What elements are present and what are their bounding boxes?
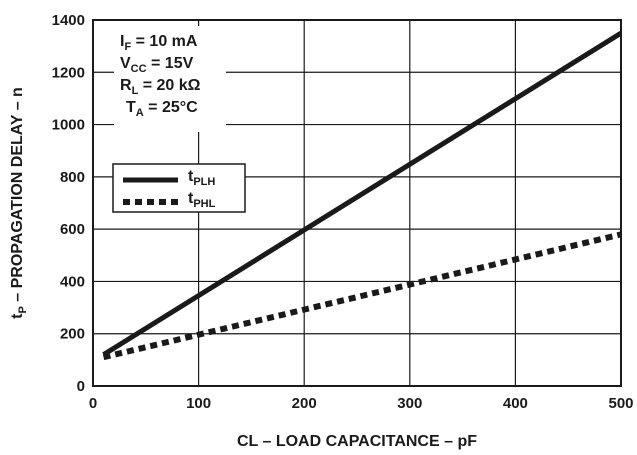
series-layer [102,30,623,361]
x-tick-label: 200 [292,395,317,412]
y-tick-label: 200 [60,326,85,343]
y-tick-label: 1200 [52,64,85,81]
legend-label: tPLH [188,168,215,188]
legend-box [112,163,246,213]
y-tick-labels: 0 200 400 600 800 1000 1200 1400 [52,12,85,395]
y-tick-label: 800 [60,169,85,186]
conditions-background [114,26,226,132]
x-tick-label: 0 [89,395,97,412]
x-tick-label: 100 [186,395,211,412]
y-axis-title: tP – PROPAGATION DELAY – n [9,87,29,319]
legend-label: tPHL [188,190,216,210]
x-tick-label: 500 [608,395,633,412]
y-tick-label: 600 [60,221,85,238]
series-line-tphl [102,231,622,361]
series-line-tplh [102,30,623,357]
x-tick-label: 400 [503,395,528,412]
x-tick-label: 300 [397,395,422,412]
condition-line: RL = 20 kΩ [120,77,201,97]
condition-line: VCC = 15V [120,55,194,75]
y-tick-label: 0 [77,378,85,395]
x-tick-labels: 0 100 200 300 400 500 [89,395,634,412]
condition-line: TA = 25°C [126,99,198,119]
condition-line: IF = 10 mA [120,33,198,53]
x-axis-title: CL – LOAD CAPACITANCE – pF [237,433,477,450]
y-tick-label: 400 [60,273,85,290]
y-tick-label: 1000 [52,117,85,134]
y-tick-label: 1400 [52,12,85,29]
plot-frame [92,19,622,387]
